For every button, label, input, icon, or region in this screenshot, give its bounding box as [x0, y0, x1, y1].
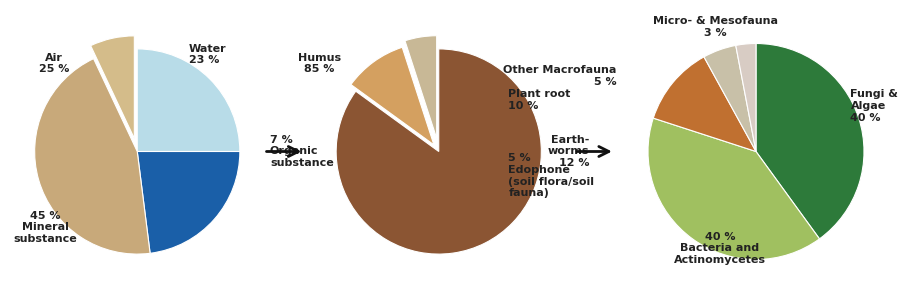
Wedge shape: [336, 49, 541, 254]
Wedge shape: [91, 36, 134, 138]
Text: Plant root
10 %: Plant root 10 %: [508, 89, 571, 111]
Wedge shape: [736, 44, 756, 152]
Text: 45 %
Mineral
substance: 45 % Mineral substance: [14, 211, 76, 244]
Wedge shape: [653, 57, 756, 152]
Text: Earth-
worms
12 %: Earth- worms 12 %: [548, 135, 590, 168]
Text: Humus
85 %: Humus 85 %: [298, 53, 341, 75]
Text: Water
23 %: Water 23 %: [189, 44, 227, 65]
Text: 40 %
Bacteria and
Actinomycetes: 40 % Bacteria and Actinomycetes: [674, 232, 766, 265]
Wedge shape: [137, 49, 239, 152]
Text: Fungi &
Algae
40 %: Fungi & Algae 40 %: [850, 89, 898, 123]
Text: Micro- & Mesofauna
3 %: Micro- & Mesofauna 3 %: [653, 16, 778, 38]
Text: Other Macrofauna
5 %: Other Macrofauna 5 %: [503, 65, 616, 87]
Wedge shape: [137, 152, 239, 253]
Wedge shape: [648, 118, 820, 259]
Text: 5 %
Edophone
(soil flora/soil
fauna): 5 % Edophone (soil flora/soil fauna): [508, 153, 595, 198]
Wedge shape: [351, 47, 434, 145]
Wedge shape: [756, 44, 864, 239]
Wedge shape: [35, 59, 150, 254]
Text: Air
25 %: Air 25 %: [39, 53, 69, 75]
Text: 7 %
Organic
substance: 7 % Organic substance: [270, 135, 334, 168]
Wedge shape: [704, 45, 756, 152]
Wedge shape: [405, 36, 436, 138]
